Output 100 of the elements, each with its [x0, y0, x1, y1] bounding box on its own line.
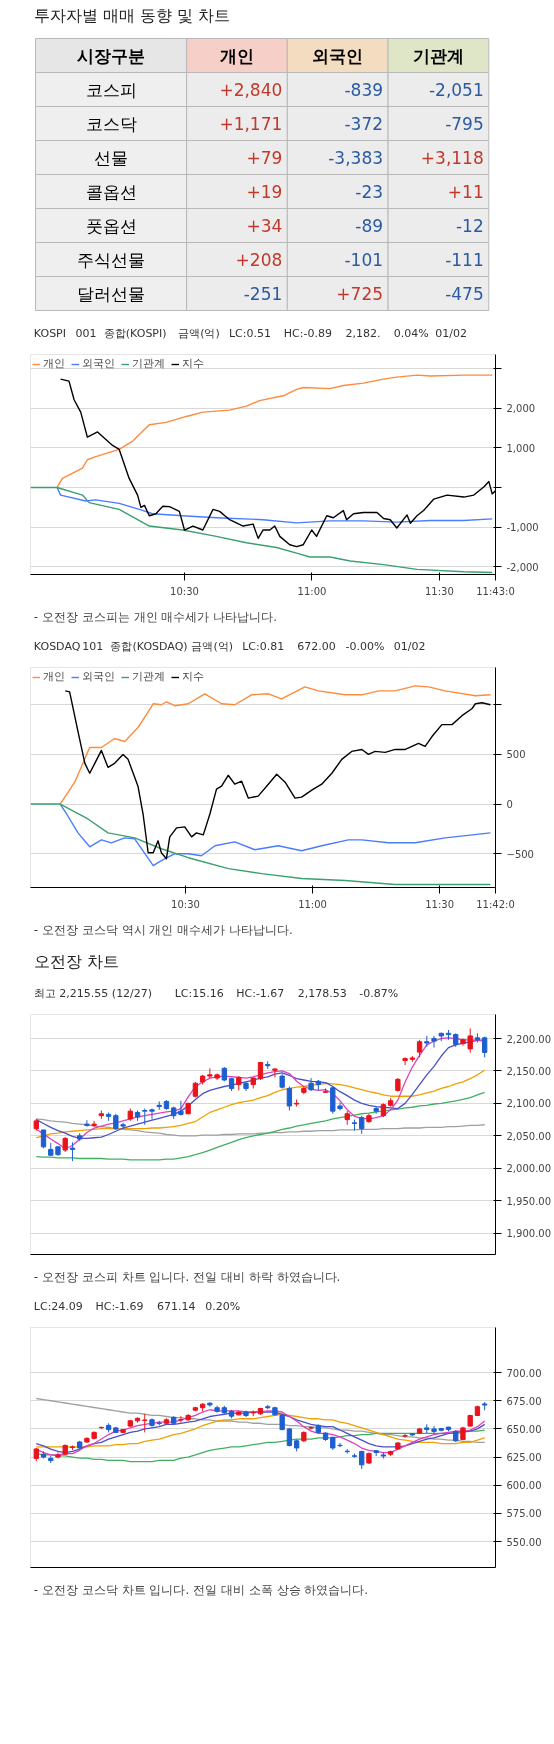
data-label: +725	[336, 284, 384, 304]
data-label: -839	[344, 80, 384, 100]
data-label: -101	[344, 250, 384, 270]
y-tick-label: 650.00	[506, 1423, 542, 1435]
candlestick	[286, 1086, 293, 1111]
x-tick-label: 11:00	[298, 898, 327, 910]
data-label: -475	[445, 284, 484, 304]
y-tick-label: -1,000	[506, 522, 539, 534]
line-series	[35, 1118, 486, 1137]
y-axis-title: 시장구분	[77, 45, 146, 66]
data-label: +208	[235, 250, 283, 270]
candlestick	[431, 1035, 437, 1049]
y-tick-label: 600.00	[506, 1480, 542, 1492]
y-tick-label: 1,950.00	[506, 1195, 552, 1207]
text: 종합(KOSDAQ)	[110, 639, 188, 653]
text: HC:-0.89	[283, 326, 332, 340]
data-label: -3,383	[328, 148, 384, 168]
y-tick-label: 0	[506, 799, 513, 811]
x-tick-label: 11:30	[425, 898, 455, 910]
candlestick	[84, 1119, 90, 1128]
line-series	[35, 1069, 486, 1139]
x-tick-label: 11:00	[297, 585, 327, 597]
data-label: +3,118	[420, 148, 484, 168]
y-tick-label: 500	[506, 749, 526, 761]
candlestick	[272, 1067, 278, 1078]
data-label: +1,171	[219, 114, 283, 134]
y-tick-label: 콜옵션	[85, 181, 137, 202]
candlestick	[69, 1141, 76, 1162]
x-tick-label: 11:42:0	[476, 898, 515, 910]
legend-label: 외국인	[82, 669, 115, 684]
x-tick-label: 외국인	[312, 45, 364, 66]
candlestick	[40, 1129, 47, 1149]
line-series	[30, 803, 492, 886]
chart-title: 투자자별 매매 동향 및 차트	[33, 6, 231, 25]
y-tick-label: 550.00	[506, 1536, 542, 1548]
legend-label: 지수	[182, 669, 204, 684]
text: LC:15.16	[174, 986, 224, 1000]
text: - 오전장 코스피는 개인 매수세가 나타납니다.	[33, 609, 278, 624]
text: LC:24.09	[33, 1299, 83, 1313]
text: - 오전장 코스피 차트 입니다. 전일 대비 하락 하였습니다.	[33, 1269, 341, 1284]
y-tick-label: 주식선물	[77, 249, 146, 270]
line-series	[59, 803, 492, 867]
y-tick-label: 700.00	[506, 1367, 542, 1379]
y-tick-label: 1,900.00	[506, 1228, 552, 1240]
chart-title: 오전장 차트	[33, 952, 119, 971]
text: 0.20%	[205, 1299, 241, 1313]
x-tick-label: 10:30	[170, 585, 199, 597]
text: 0.04%	[393, 326, 429, 340]
text: -0.87%	[359, 986, 399, 1000]
data-label: -89	[355, 216, 384, 236]
y-tick-label: -2,000	[506, 561, 539, 573]
text: 금액(억)	[178, 326, 220, 340]
legend-label: 기관계	[132, 669, 165, 684]
x-tick-label: 기관계	[412, 45, 464, 66]
y-tick-label: 2,050.00	[506, 1130, 552, 1142]
data-label: -2,051	[428, 80, 484, 100]
y-tick-label: 코스닥	[85, 113, 137, 134]
y-tick-label: 선물	[94, 147, 129, 168]
x-tick-label: 11:43:0	[476, 585, 515, 597]
text: -0.00%	[345, 639, 385, 653]
x-tick-label: 11:30	[425, 585, 454, 597]
text: HC:-1.67	[236, 986, 285, 1000]
text: 2,182.	[345, 327, 381, 340]
y-tick-label: 2,000	[506, 403, 536, 415]
text: LC:0.81	[242, 639, 285, 653]
legend-label: 기관계	[132, 356, 165, 371]
y-tick-label: 625.00	[506, 1452, 542, 1464]
data-label: -12	[455, 216, 484, 236]
y-tick-label: 2,100.00	[506, 1098, 552, 1110]
candlestick	[91, 1120, 97, 1128]
text: 2,178.53	[297, 987, 347, 1000]
data-label: +11	[447, 182, 484, 202]
data-label: +2,840	[219, 80, 283, 100]
line-series	[56, 374, 493, 489]
x-tick-label: 10:30	[171, 898, 200, 910]
data-label: +19	[246, 182, 283, 202]
text: KOSPI	[33, 326, 66, 340]
data-label: +79	[246, 148, 283, 168]
y-tick-label: 1,000	[506, 442, 536, 454]
y-tick-label: 2,000.00	[506, 1163, 552, 1175]
candlestick	[402, 1056, 408, 1066]
x-tick-label: 개인	[219, 45, 254, 66]
legend-label: 외국인	[82, 356, 115, 371]
candlestick	[142, 1413, 148, 1433]
text: 001	[75, 327, 97, 340]
y-tick-label: 달러선물	[77, 283, 146, 304]
data-label: -111	[445, 250, 484, 270]
text: 금액(억)	[191, 639, 234, 653]
line-series	[59, 685, 492, 805]
text: LC:0.51	[228, 326, 271, 340]
text: 672.00	[297, 640, 336, 653]
legend-label: 개인	[43, 356, 65, 371]
text: 01/02	[393, 639, 426, 653]
data-label: -23	[355, 182, 384, 202]
line-series	[35, 1397, 486, 1444]
y-tick-label: 575.00	[506, 1508, 542, 1520]
text: 01/02	[435, 326, 468, 340]
y-tick-label: 675.00	[506, 1395, 542, 1407]
line-series	[35, 1091, 486, 1161]
y-tick-label: 풋옵션	[85, 215, 137, 236]
